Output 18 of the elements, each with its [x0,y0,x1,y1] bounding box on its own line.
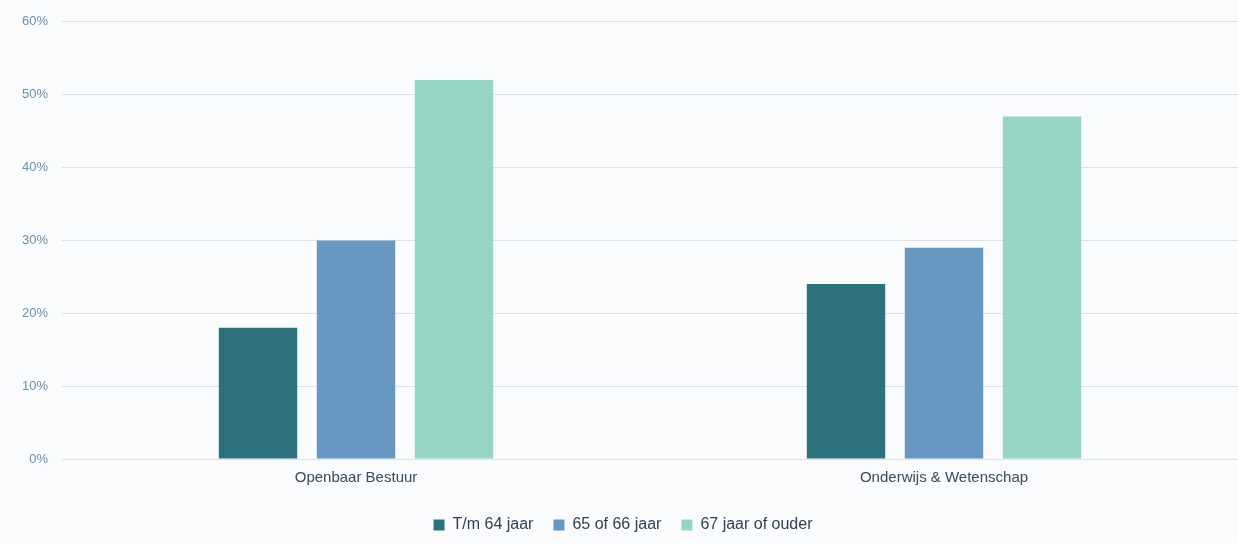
legend-label: T/m 64 jaar [452,515,535,533]
y-tick-label: 10% [21,377,49,393]
legend-label: 67 jaar of ouder [700,515,814,533]
bar [904,247,984,459]
y-tick-label: 60% [21,13,49,29]
y-tick-label: 0% [29,450,49,466]
legend-label: 65 of 66 jaar [572,515,663,533]
y-tick-label: 50% [21,86,49,102]
y-tick-label: 30% [21,231,49,247]
y-tick-label: 20% [21,304,49,320]
x-tick-label: Onderwijs & Wetenschap [859,468,1029,486]
bar [1002,116,1082,459]
bar [806,284,886,459]
bar [316,240,396,459]
bar [414,80,494,459]
bar [218,327,298,459]
x-tick-label: Openbaar Bestuur [294,468,418,486]
y-tick-label: 40% [21,159,49,175]
